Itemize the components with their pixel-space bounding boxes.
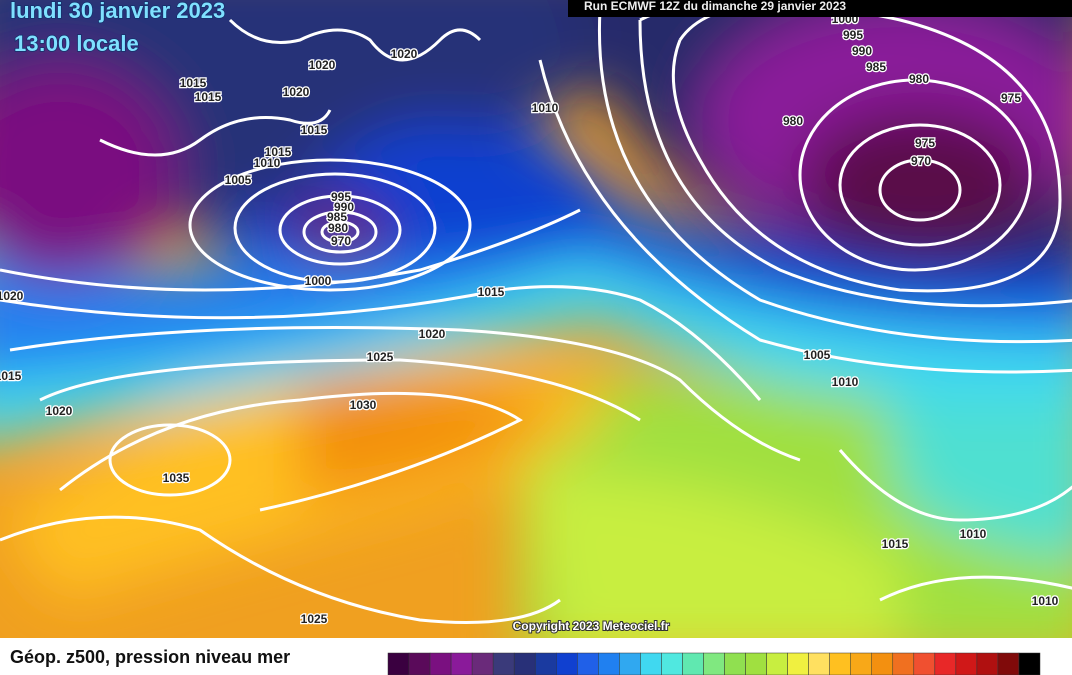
isobar-label: 980 — [909, 72, 929, 86]
isobar-label: 1020 — [309, 58, 336, 72]
legend-title: Géop. z500, pression niveau mer — [10, 647, 290, 667]
isobar-label: 975 — [915, 136, 935, 150]
isobars — [0, 0, 1072, 624]
colorbar-swatch — [640, 652, 662, 675]
isobar-label: 1020 — [283, 85, 310, 99]
isobar-label: 985 — [866, 60, 886, 74]
isobar-label: 1015 — [478, 285, 505, 299]
colorbar-swatch — [787, 652, 809, 675]
colorbar-swatch — [492, 652, 515, 675]
colorbar-swatch — [976, 652, 999, 675]
colorbar-swatch — [829, 652, 851, 675]
colorbar-swatch — [450, 652, 473, 675]
isobar-label: 995 — [843, 28, 863, 42]
isobar-label: 1035 — [163, 471, 190, 485]
isobar-label: 990 — [852, 44, 872, 58]
isobar-label: 1005 — [804, 348, 831, 362]
colorbar-swatch — [577, 652, 599, 675]
colorbar-swatch — [766, 652, 788, 675]
isobar-label: 990 — [334, 200, 354, 214]
colorbar-swatch — [471, 652, 494, 675]
isobar-label: 980 — [783, 114, 803, 128]
colorbar-swatch — [934, 652, 957, 675]
isobar-label: 1010 — [254, 156, 281, 170]
colorbar-swatch — [955, 652, 978, 675]
isobar-label: 995 — [331, 190, 351, 204]
colorbar-swatch — [892, 652, 915, 675]
isobar-label: 1015 — [180, 76, 207, 90]
run-info: Run ECMWF 12Z du dimanche 29 janvier 202… — [584, 0, 846, 13]
isobar-label: 1020 — [391, 47, 418, 61]
isobar-label: 1020 — [0, 289, 24, 303]
colorbar-swatch — [661, 652, 683, 675]
isobar-label: 1010 — [1032, 594, 1059, 608]
isobar-label: 1010 — [532, 101, 559, 115]
isobar-label: 1015 — [301, 123, 328, 137]
colorbar-swatch — [387, 652, 410, 675]
colorbar-swatch — [513, 652, 536, 675]
isobar-label: 970 — [911, 154, 931, 168]
colorbar-swatch — [913, 652, 936, 675]
isobar-label: 1025 — [367, 350, 394, 364]
isobar-label: 1005 — [225, 173, 252, 187]
colorbar-swatch — [997, 652, 1020, 675]
isobar-label: 1015 — [265, 145, 292, 159]
isobar-label: 1015 — [0, 369, 22, 383]
colorbar-swatch — [619, 652, 641, 675]
colorbar-swatch — [871, 652, 894, 675]
colorbar-swatch — [850, 652, 872, 675]
isobar-label: 975 — [1001, 91, 1021, 105]
colorbar — [387, 652, 1041, 675]
colorbar-swatch — [703, 652, 725, 675]
copyright: Copyright 2023 Meteociel.fr — [513, 619, 670, 633]
isobar-label: 1015 — [882, 537, 909, 551]
colorbar-swatch — [534, 652, 557, 675]
colorbar-swatch — [682, 652, 704, 675]
colorbar-swatch — [408, 652, 431, 675]
colorbar-swatch — [429, 652, 452, 675]
colorbar-swatch — [724, 652, 746, 675]
date-title: lundi 30 janvier 2023 — [10, 0, 225, 23]
isobar-label: 985 — [327, 210, 347, 224]
isobar-label: 1030 — [350, 398, 377, 412]
time-title: 13:00 locale — [14, 31, 139, 56]
colorbar-swatch — [598, 652, 620, 675]
colorbar-swatch — [745, 652, 767, 675]
isobar-label: 1025 — [301, 612, 328, 626]
isobar-label: 1010 — [960, 527, 987, 541]
colorbar-swatch — [1018, 652, 1041, 675]
isobar-label: 980 — [328, 221, 348, 235]
isobar-label: 1020 — [46, 404, 73, 418]
isobar-label: 1010 — [832, 375, 859, 389]
isobar-label: 1015 — [195, 90, 222, 104]
isobar-label: 1000 — [305, 274, 332, 288]
colorbar-swatch — [808, 652, 830, 675]
isobar-label: 1020 — [419, 327, 446, 341]
colorbar-swatch — [556, 652, 578, 675]
isobar-label: 970 — [331, 234, 351, 248]
